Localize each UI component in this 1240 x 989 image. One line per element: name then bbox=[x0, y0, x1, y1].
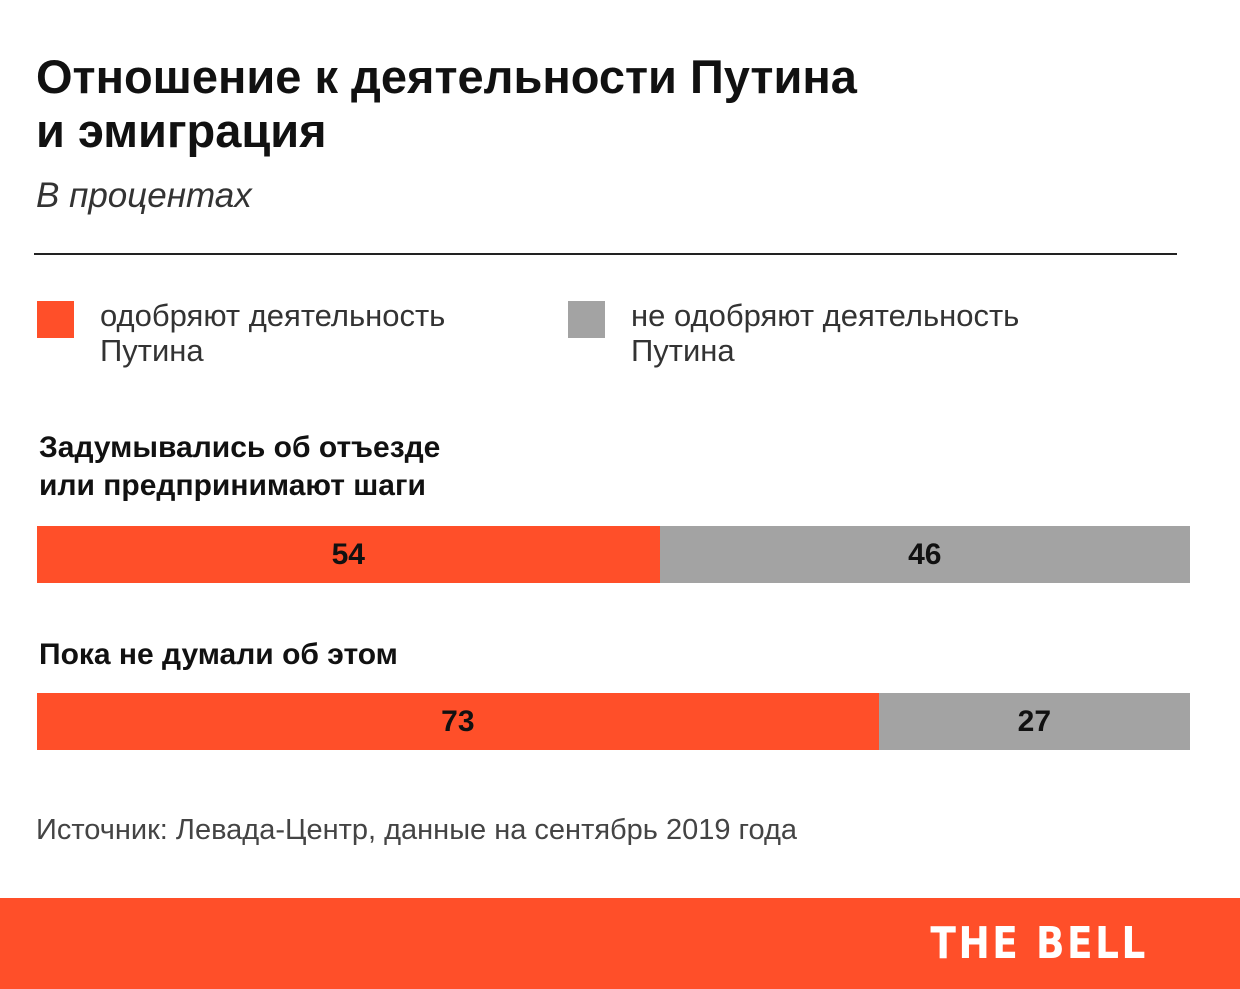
data-label: 27 bbox=[1017, 704, 1052, 738]
bar-disapprove: 46 bbox=[659, 526, 1190, 583]
bar-approve: 54 bbox=[37, 526, 660, 583]
data-label: 54 bbox=[331, 537, 365, 571]
data-label: 73 bbox=[441, 704, 475, 738]
data-label: 46 bbox=[908, 537, 942, 571]
legend-label-approve: одобряют деятельность Путина bbox=[100, 298, 445, 368]
bar-row-not-considering: 73 27 bbox=[37, 693, 1190, 750]
bar-row-considering-emigration: 54 46 bbox=[37, 526, 1190, 583]
legend-swatch-disapprove bbox=[568, 301, 605, 338]
legend-label-disapprove-line-1: не одобряют деятельность bbox=[631, 298, 1020, 333]
legend-item-disapprove: не одобряют деятельность Путина bbox=[568, 298, 1019, 368]
category-label-line: Пока не думали об этом bbox=[39, 638, 398, 671]
footer-band: THE BELL bbox=[0, 898, 1240, 989]
source-note: Источник: Левада-Центр, данные на сентяб… bbox=[36, 814, 798, 846]
category-label-considering-emigration: Задумывались об отъезде или предпринимаю… bbox=[39, 429, 440, 505]
legend-swatch-approve bbox=[37, 301, 74, 338]
category-label-line: или предпринимают шаги bbox=[39, 469, 426, 502]
title-divider bbox=[34, 253, 1177, 255]
legend-label-disapprove-line-2: Путина bbox=[631, 333, 735, 368]
legend-label-approve-line-2: Путина bbox=[100, 333, 204, 368]
bar-disapprove: 27 bbox=[878, 693, 1190, 750]
legend-item-approve: одобряют деятельность Путина bbox=[37, 298, 445, 368]
chart-title-line-1: Отношение к деятельности Путина bbox=[36, 50, 857, 103]
bar-approve: 73 bbox=[37, 693, 879, 750]
chart-subtitle: В процентах bbox=[36, 176, 252, 215]
chart-title: Отношение к деятельности Путина и эмигра… bbox=[36, 50, 1186, 158]
chart-title-line-2: и эмиграция bbox=[36, 104, 327, 157]
legend-label-disapprove: не одобряют деятельность Путина bbox=[631, 298, 1019, 368]
legend-label-approve-line-1: одобряют деятельность bbox=[100, 298, 446, 333]
category-label-line: Задумывались об отъезде bbox=[39, 431, 441, 464]
brand-logo: THE BELL bbox=[930, 918, 1148, 969]
category-label-not-considering: Пока не думали об этом bbox=[39, 636, 398, 674]
